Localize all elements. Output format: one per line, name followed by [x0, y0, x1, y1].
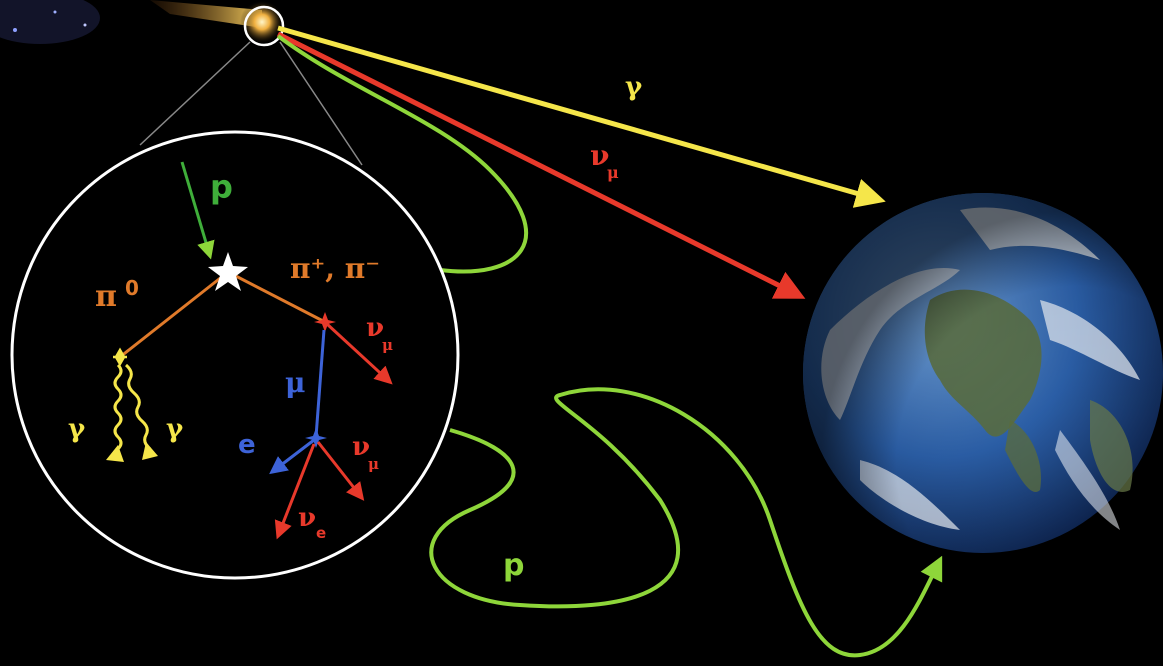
neutrino-subscript: μ [607, 163, 619, 182]
nu-mu-lower-arrow [316, 441, 365, 501]
neutrino-symbol: ν [590, 139, 609, 172]
pi-charged-label: π⁺, π⁻ [290, 252, 380, 285]
proton-path-lower [429, 387, 943, 658]
nu-mu-upper-arrow [325, 322, 393, 385]
inset-proton-label: p [210, 168, 233, 206]
nu-e-symbol: ν [298, 503, 316, 533]
nu-mu-lower-subscript: μ [368, 455, 379, 473]
neutrino-path [276, 31, 806, 299]
photon-wave-left [113, 363, 123, 451]
gamma-label: γ [625, 72, 643, 102]
muon-label: μ [285, 366, 306, 399]
muon-decay-point-icon [305, 428, 327, 448]
pi-charged-line [227, 270, 326, 324]
photon-arrow-left-icon [106, 445, 124, 462]
inset-gamma-left-label: γ [68, 414, 86, 444]
nu-mu-lower-symbol: ν [352, 432, 370, 462]
gamma-ray-path [277, 25, 886, 208]
electron-arrow [269, 438, 315, 475]
photon-wave-right [124, 363, 152, 451]
interaction-inset: p π 0 π⁺, π⁻ γ γ ν μ μ e [10, 130, 460, 580]
earth-globe-icon [803, 193, 1163, 553]
pi0-line [119, 270, 229, 359]
zoom-line-left [139, 41, 251, 146]
nu-e-arrow [274, 443, 316, 540]
neutrino-label: ν μ [590, 139, 619, 182]
pion-decay-point-icon [314, 312, 336, 332]
muon-line [314, 329, 326, 438]
incoming-proton-arrow [180, 161, 215, 260]
zoom-line-right [279, 41, 363, 166]
source-zoom-circle [243, 5, 285, 47]
nu-mu-upper-subscript: μ [382, 336, 393, 354]
nu-e-subscript: e [316, 524, 326, 542]
pi0-superscript: 0 [125, 276, 139, 300]
proton-label: p [503, 548, 524, 583]
nu-mu-upper-symbol: ν [366, 313, 384, 343]
photon-arrow-right-icon [142, 442, 158, 460]
collision-star-icon [208, 252, 248, 291]
inset-circle [10, 130, 460, 580]
pi0-symbol: π [95, 279, 117, 314]
electron-label: e [238, 430, 256, 460]
proton-path-upper [276, 34, 529, 274]
inset-gamma-right-label: γ [166, 414, 184, 444]
pi0-decay-point-icon [113, 347, 127, 367]
